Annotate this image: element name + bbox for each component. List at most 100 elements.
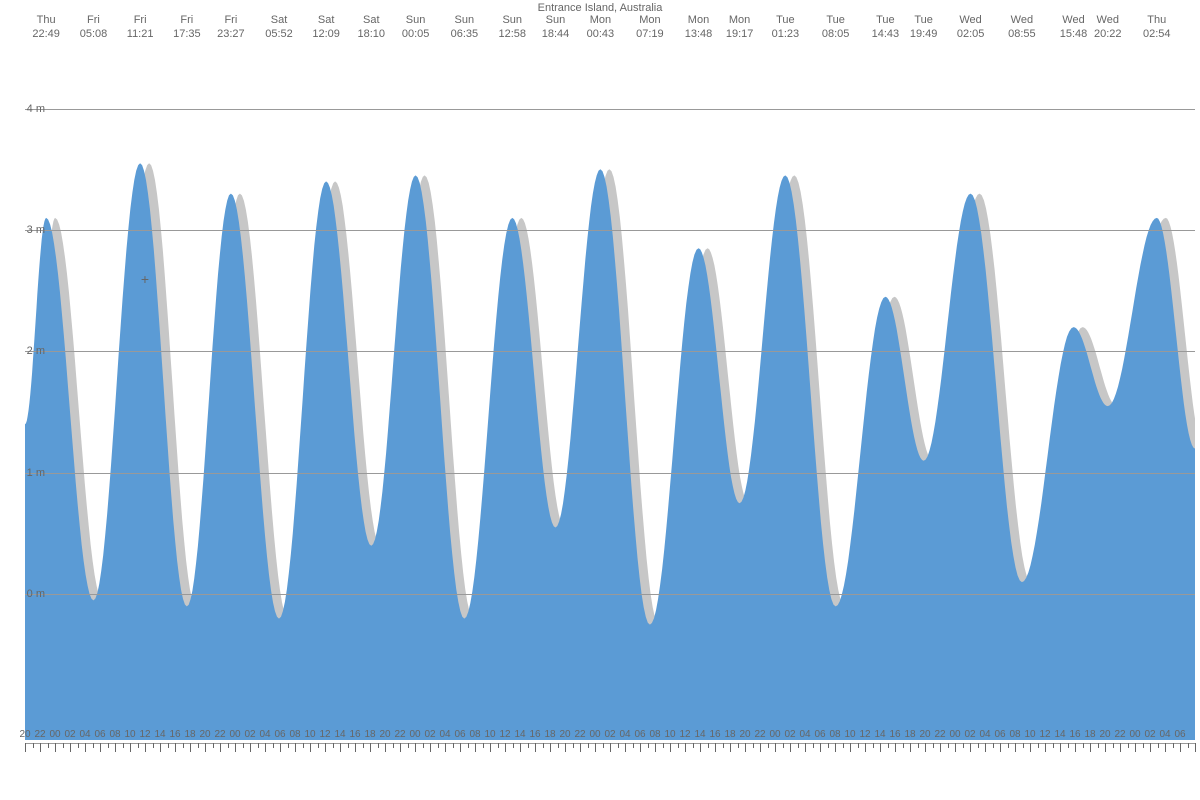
extreme-label: Sat05:52 — [265, 14, 293, 42]
x-tick-label: 22 — [214, 729, 225, 740]
x-tick-label: 06 — [94, 729, 105, 740]
x-tick — [1150, 743, 1151, 752]
x-tick-label: 02 — [784, 729, 795, 740]
x-tick — [648, 743, 649, 748]
x-tick — [828, 743, 829, 748]
x-tick — [910, 743, 911, 752]
x-tick-label: 08 — [289, 729, 300, 740]
x-tick — [1120, 743, 1121, 752]
x-tick-label: 12 — [139, 729, 150, 740]
x-tick-label: 20 — [379, 729, 390, 740]
x-tick-label: 16 — [1069, 729, 1080, 740]
x-tick — [93, 743, 94, 748]
x-tick — [378, 743, 379, 748]
extreme-label: Sun06:35 — [451, 14, 479, 42]
x-tick-label: 00 — [49, 729, 60, 740]
x-tick-label: 06 — [274, 729, 285, 740]
x-tick — [903, 743, 904, 748]
x-tick — [498, 743, 499, 748]
x-tick — [385, 743, 386, 752]
x-tick — [48, 743, 49, 748]
x-tick — [520, 743, 521, 752]
x-tick — [640, 743, 641, 752]
x-tick — [933, 743, 934, 748]
x-tick — [85, 743, 86, 752]
x-tick — [655, 743, 656, 752]
x-tick — [1060, 743, 1061, 752]
x-tick — [513, 743, 514, 748]
x-tick-label: 10 — [844, 729, 855, 740]
x-tick — [558, 743, 559, 748]
x-tick — [685, 743, 686, 752]
x-tick — [1068, 743, 1069, 748]
x-tick — [633, 743, 634, 748]
x-tick — [325, 743, 326, 752]
x-tick-label: 14 — [874, 729, 885, 740]
x-tick — [430, 743, 431, 752]
x-tick-label: 20 — [919, 729, 930, 740]
x-tick — [1045, 743, 1046, 752]
x-tick — [423, 743, 424, 748]
x-tick — [198, 743, 199, 748]
x-tick — [535, 743, 536, 752]
x-tick — [400, 743, 401, 752]
x-tick-label: 22 — [394, 729, 405, 740]
x-tick-label: 20 — [739, 729, 750, 740]
x-tick — [33, 743, 34, 748]
x-tick — [715, 743, 716, 752]
extreme-label: Sun00:05 — [402, 14, 430, 42]
x-tick — [333, 743, 334, 748]
x-tick-label: 10 — [484, 729, 495, 740]
x-tick — [805, 743, 806, 752]
x-tick — [663, 743, 664, 748]
x-tick — [978, 743, 979, 748]
chart-title: Entrance Island, Australia — [0, 2, 1200, 14]
x-tick — [348, 743, 349, 748]
extreme-label: Sun12:58 — [499, 14, 527, 42]
extreme-time-labels: Thu22:49Fri05:08Fri11:21Fri17:35Fri23:27… — [25, 14, 1195, 54]
extreme-label: Tue08:05 — [822, 14, 850, 42]
x-tick-label: 16 — [709, 729, 720, 740]
x-tick — [565, 743, 566, 752]
x-tick — [363, 743, 364, 748]
extreme-label: Fri11:21 — [127, 14, 154, 42]
x-tick — [1098, 743, 1099, 748]
extreme-label: Fri23:27 — [217, 14, 245, 42]
x-tick — [1128, 743, 1129, 748]
x-tick-label: 08 — [469, 729, 480, 740]
x-tick — [858, 743, 859, 748]
x-tick — [153, 743, 154, 748]
extreme-label: Mon13:48 — [685, 14, 713, 42]
x-tick-label: 04 — [439, 729, 450, 740]
x-tick — [228, 743, 229, 748]
x-tick-label: 22 — [934, 729, 945, 740]
x-tick — [708, 743, 709, 748]
x-tick — [993, 743, 994, 748]
x-tick-label: 10 — [124, 729, 135, 740]
x-tick — [205, 743, 206, 752]
y-axis-label: 2 m — [27, 345, 45, 357]
time-axis: 2022000204060810121416182022000204060810… — [25, 743, 1195, 783]
x-tick — [963, 743, 964, 748]
extreme-label: Fri17:35 — [173, 14, 201, 42]
y-axis-label: 0 m — [27, 588, 45, 600]
x-tick-label: 00 — [589, 729, 600, 740]
x-tick — [753, 743, 754, 748]
y-axis-label: 3 m — [27, 224, 45, 236]
x-tick-label: 14 — [694, 729, 705, 740]
x-tick — [490, 743, 491, 752]
x-tick-label: 06 — [814, 729, 825, 740]
x-tick — [1023, 743, 1024, 748]
x-tick — [55, 743, 56, 752]
x-tick — [610, 743, 611, 752]
x-tick-label: 06 — [994, 729, 1005, 740]
x-tick-label: 18 — [364, 729, 375, 740]
x-tick — [1015, 743, 1016, 752]
extreme-label: Tue01:23 — [772, 14, 800, 42]
x-tick — [1075, 743, 1076, 752]
x-tick-label: 22 — [1114, 729, 1125, 740]
x-tick-label: 14 — [334, 729, 345, 740]
x-tick-label: 04 — [79, 729, 90, 740]
x-tick — [1135, 743, 1136, 752]
x-tick-label: 10 — [304, 729, 315, 740]
